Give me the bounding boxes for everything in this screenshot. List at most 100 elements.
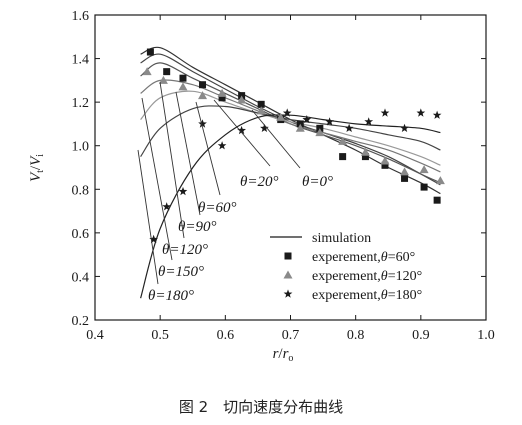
y-tick-label: 0.8	[72, 183, 90, 198]
star-point	[162, 202, 172, 211]
legend-label-theta: θ	[381, 288, 388, 303]
triangle-point	[158, 75, 168, 84]
y-label-num: V	[28, 171, 44, 182]
triangle-point	[295, 123, 305, 132]
triangle-point	[217, 88, 227, 97]
triangle-point	[198, 91, 208, 100]
star-point	[237, 125, 246, 135]
star-point	[344, 123, 354, 132]
star-point	[416, 108, 426, 117]
star-point	[260, 123, 269, 132]
simulation-line-5	[140, 105, 441, 157]
y-tick-label: 1.0	[72, 140, 90, 155]
star-point	[432, 110, 442, 119]
annotation-leader	[141, 97, 173, 261]
square-point	[433, 196, 441, 204]
triangle-point	[178, 82, 188, 91]
legend-label: experement,θ=180°	[312, 288, 422, 303]
legend-triangle-swatch	[283, 270, 293, 279]
x-tick-label: 0.5	[151, 328, 169, 343]
square-point	[339, 153, 347, 161]
square-point	[361, 153, 369, 161]
experiment-points	[142, 48, 445, 244]
star-point	[302, 115, 312, 124]
legend-label: experement,θ=60°	[312, 250, 415, 265]
triangle-point	[142, 67, 152, 76]
x-tick-label: 0.6	[217, 328, 235, 343]
simulation-line-0	[140, 46, 441, 195]
star-point	[380, 108, 390, 117]
square-point	[179, 74, 187, 82]
curve-annotation-label: θ=120°	[162, 242, 208, 258]
x-tick-label: 0.7	[282, 328, 300, 343]
annotation-leader	[175, 91, 201, 216]
curve-annotation-label: θ=20°	[240, 174, 279, 190]
star-point	[282, 108, 292, 117]
curve-annotation-label: θ=60°	[198, 200, 237, 216]
legend-label-text: simulation	[312, 231, 371, 246]
annotation-leader	[195, 101, 221, 196]
x-label-sub: o	[288, 353, 293, 364]
y-label-sep: /	[28, 165, 44, 170]
x-tick-label: 0.4	[86, 328, 104, 343]
annotation-leader	[251, 109, 301, 169]
legend-label-prefix: experement,	[312, 250, 381, 265]
simulation-line-3	[140, 79, 441, 173]
simulation-line-6	[140, 114, 441, 299]
curve-annotation-label: θ=150°	[158, 264, 204, 280]
square-point	[420, 183, 428, 191]
triangle-point	[360, 147, 370, 156]
star-point	[149, 234, 158, 244]
legend-label-theta: θ	[381, 269, 388, 284]
square-point	[401, 174, 409, 182]
legend-square-swatch	[284, 252, 292, 260]
triangle-point	[315, 128, 325, 137]
y-label-num-sub: t	[35, 170, 46, 173]
legend-label: simulation	[312, 231, 371, 246]
star-point	[325, 117, 334, 126]
y-tick-label: 1.4	[72, 53, 90, 68]
triangle-point	[338, 136, 348, 145]
x-tick-label: 0.8	[347, 328, 365, 343]
x-label-sep: /	[278, 346, 283, 362]
x-label-main: r	[273, 346, 279, 362]
square-point	[381, 161, 389, 169]
legend-star-swatch	[283, 289, 293, 298]
simulation-curves	[140, 46, 441, 299]
star-point	[364, 117, 374, 126]
square-point	[257, 100, 265, 108]
star-point	[178, 186, 188, 196]
plot-frame	[94, 14, 487, 321]
y-tick-label: 0.6	[72, 227, 90, 242]
x-tick-label: 0.9	[412, 328, 430, 343]
triangle-point	[380, 156, 390, 165]
curve-annotation-label: θ=90°	[178, 219, 217, 235]
legend-label-theta: θ	[381, 250, 388, 265]
legend-label-suffix: =180°	[388, 288, 423, 303]
triangle-point	[237, 95, 247, 104]
annotation-leader	[213, 99, 271, 167]
x-axis-label: r/ro	[273, 346, 294, 364]
y-axis-label: Vt/Vi	[28, 154, 46, 182]
triangle-point	[435, 176, 445, 185]
curve-annotations: θ=20° θ=0° θ=60° θ=90° θ=120° θ=150° θ=180°	[137, 81, 333, 304]
y-label-den-sub: i	[35, 154, 46, 157]
star-point	[198, 119, 207, 128]
y-tick-label: 0.4	[72, 270, 90, 285]
y-tick-label: 0.2	[72, 314, 90, 329]
square-point	[199, 81, 207, 89]
star-point	[217, 141, 227, 150]
legend: simulationexperement,θ=60°experement,θ=1…	[270, 231, 422, 303]
curve-annotation-label: θ=180°	[148, 288, 194, 304]
x-tick-label: 1.0	[477, 328, 495, 343]
star-point	[400, 123, 409, 132]
legend-label-suffix: =120°	[388, 269, 423, 284]
x-label-denom: r	[283, 346, 289, 362]
annotation-leader	[159, 81, 185, 239]
figure-caption: 图 2 切向速度分布曲线	[178, 398, 344, 416]
square-point	[146, 48, 154, 56]
square-point	[163, 68, 171, 76]
y-tick-label: 1.2	[72, 96, 90, 111]
legend-label: experement,θ=120°	[312, 269, 422, 284]
